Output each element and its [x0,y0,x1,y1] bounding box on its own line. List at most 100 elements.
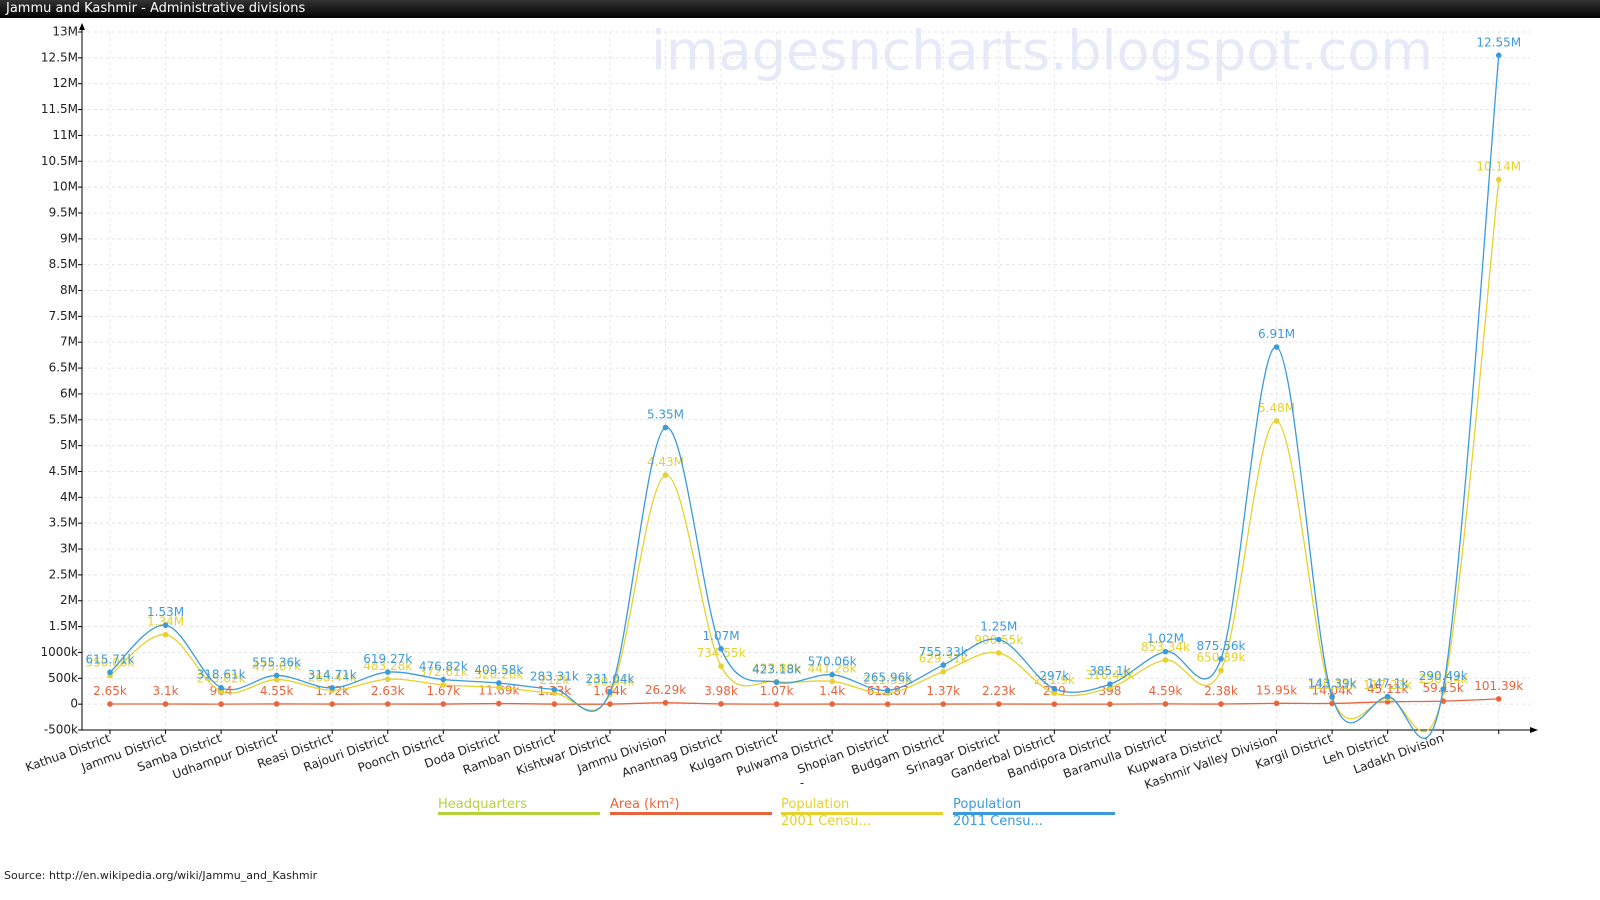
data-label: 12.55M [1476,35,1521,49]
data-point [829,678,835,685]
data-label: 409.58k [474,663,523,677]
data-label: 6.91M [1258,327,1295,341]
data-label: 441.28k [808,661,857,675]
y-tick-label: 5M [60,438,78,452]
source: Source: http://en.wikipedia.org/wiki/Jam… [4,869,318,882]
data-label: 1.4k [819,684,845,698]
data-label: 3.1k [153,684,179,698]
data-label: 143.39k [1308,677,1357,691]
data-label: 314.71k [308,668,357,682]
data-point [551,701,558,707]
data-point [940,701,947,707]
legend-label: Population 2001 Censu... [781,797,871,829]
data-point [1384,693,1391,700]
data-point [1495,176,1502,183]
data-point [662,424,669,431]
data-label: 1.25M [980,620,1017,634]
data-point [218,684,224,691]
data-label: 101.39k [1474,679,1523,693]
data-point [773,701,780,707]
data-point [662,699,669,706]
y-tick-label: 3.5M [49,516,78,530]
data-point [1051,701,1058,707]
legend-swatch [438,812,600,815]
data-label: 385.1k [1089,664,1130,678]
legend-swatch [953,812,1115,815]
data-label: 26.29k [645,683,686,697]
series-line [109,55,1500,739]
data-label: 734.55k [697,646,746,660]
data-label: 119.31k [1308,678,1357,692]
data-point [829,671,835,678]
y-tick-label: 0 [70,697,78,711]
series-line [109,179,1500,733]
data-point [329,685,336,691]
data-label: 212k [539,673,569,687]
data-point [384,676,391,682]
legend-item[interactable]: Population 2011 Censu... [953,796,1115,830]
y-tick-label: 1000k [41,645,79,659]
data-point [773,679,780,686]
y-tick-label: 2M [60,593,78,607]
y-tick-label: 12.5M [41,50,78,64]
y-tick-label: 1.5M [49,619,78,633]
data-label: 290.49k [1419,669,1468,683]
data-point [996,636,1002,643]
legend-item[interactable]: Area (km²) [610,796,772,815]
data-label: 1.07M [703,629,740,643]
y-tick-label: 2.5M [49,567,78,581]
data-point [884,687,891,694]
data-point [1495,52,1502,59]
y-tick-label: 9.5M [49,205,78,219]
data-point [1051,685,1058,692]
data-label: 236.54k [1419,672,1468,686]
data-point [1218,667,1224,674]
y-tick-label: 9M [60,231,78,245]
y-tick-label: 6M [60,386,78,400]
data-point [551,686,558,693]
data-point [1107,701,1113,707]
data-label: 423.18k [752,662,801,676]
data-label: 10.14M [1476,160,1521,174]
data-point [496,684,502,691]
data-point [1218,656,1224,662]
data-label: 853.34k [1141,640,1190,654]
y-tick-label: 7M [60,335,78,349]
data-point [440,676,447,683]
data-label: 1.02M [1147,632,1184,646]
y-tick-label: 6.5M [49,361,78,375]
data-point [1273,344,1280,350]
y-tick-label: 5.5M [49,412,78,426]
data-point [1162,701,1169,707]
legend-label: Area (km²) [610,797,680,812]
y-tick-label: 3M [60,542,78,556]
data-label: 437.89k [752,662,801,676]
data-label: 475.07k [252,660,301,674]
data-label: 283.31k [530,669,579,683]
data-point [329,701,336,707]
legend-item[interactable]: Headquarters [438,796,600,815]
data-label: 2.65k [93,684,127,698]
data-label: 268.44k [308,670,357,684]
data-label: 231.04k [585,672,634,686]
data-label: 318.61k [197,668,246,682]
data-label: 265.96k [863,670,912,684]
y-tick-label: 4M [60,490,78,504]
data-point [718,663,724,669]
data-point [940,662,947,668]
y-tick-label: 11M [52,128,78,142]
data-label: 147.1k [1367,677,1408,691]
data-point [1162,648,1169,655]
data-label: 1.07k [760,684,794,698]
data-label: 4.43M [647,455,684,469]
data-label: 483.28k [363,659,412,673]
legend-item[interactable]: Population 2001 Censu... [781,796,943,830]
legend-label: Population 2011 Censu... [953,797,1043,829]
y-tick-label: 10M [52,180,78,194]
legend-label: Headquarters [438,797,528,812]
data-label: 320.26k [474,668,523,682]
data-label: 372.61k [419,665,468,679]
data-point [440,701,447,707]
